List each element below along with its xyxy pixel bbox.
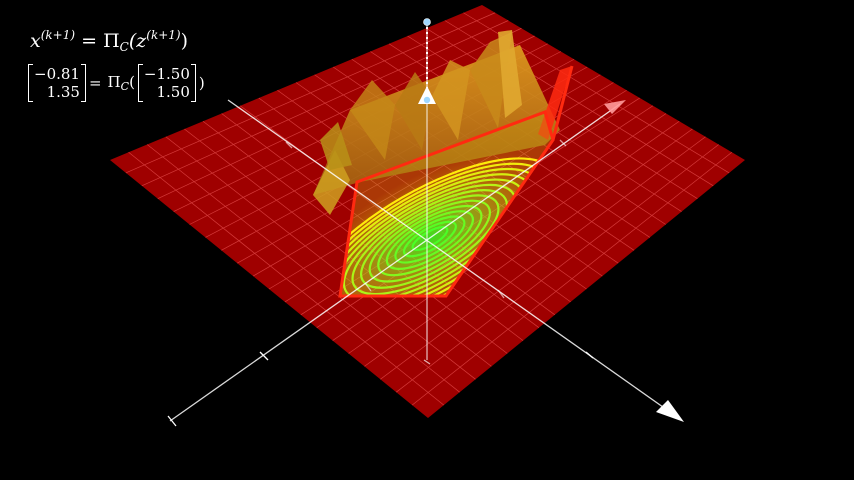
axis-arrowhead-icon <box>656 400 684 422</box>
equals-sign: = <box>88 74 102 92</box>
z-vector-0: −1.50 <box>143 65 190 83</box>
plane-grid-line <box>380 136 706 380</box>
contour-line <box>342 183 517 296</box>
z-vector-1: 1.50 <box>156 83 190 101</box>
projection-formula: x(k+1) = ΠC(z(k+1)) <box>30 28 189 54</box>
axis-arrowhead-icon <box>418 86 436 104</box>
plane-grid-line <box>348 120 680 354</box>
plane-grid-line <box>426 27 698 199</box>
axis-diag-2 <box>227 99 671 413</box>
contour-line <box>360 194 500 289</box>
axis-arrowhead-icon <box>604 100 626 114</box>
x-vector: −0.81 1.35 <box>28 64 86 102</box>
close-paren: ) <box>198 74 205 92</box>
plane-grid-line <box>411 151 733 406</box>
plane-grid-line <box>364 128 693 367</box>
projected-point-marker-icon <box>423 96 431 104</box>
constraint-walls <box>313 30 572 215</box>
constraint-edge-extension <box>551 65 574 141</box>
z-vector: −1.50 1.50 <box>137 64 196 102</box>
projection-numeric: −0.81 1.35 = ΠC( −1.50 1.50 ) <box>28 64 208 102</box>
contour-line <box>385 210 474 270</box>
projection-operator: ΠC( <box>107 73 135 93</box>
projection-point-marker-icon <box>423 18 431 26</box>
contour-line <box>394 215 466 264</box>
x-vector-0: −0.81 <box>34 65 80 83</box>
plane-grid-line <box>332 113 667 341</box>
contour-line <box>351 189 509 296</box>
contour-line <box>377 204 483 277</box>
constraint-boundary <box>338 110 555 298</box>
contour-line <box>368 199 492 283</box>
x-vector-1: 1.35 <box>46 83 80 101</box>
axis-diag-1 <box>169 103 621 422</box>
plane-grid-line <box>395 144 719 393</box>
contour-line <box>402 220 457 258</box>
